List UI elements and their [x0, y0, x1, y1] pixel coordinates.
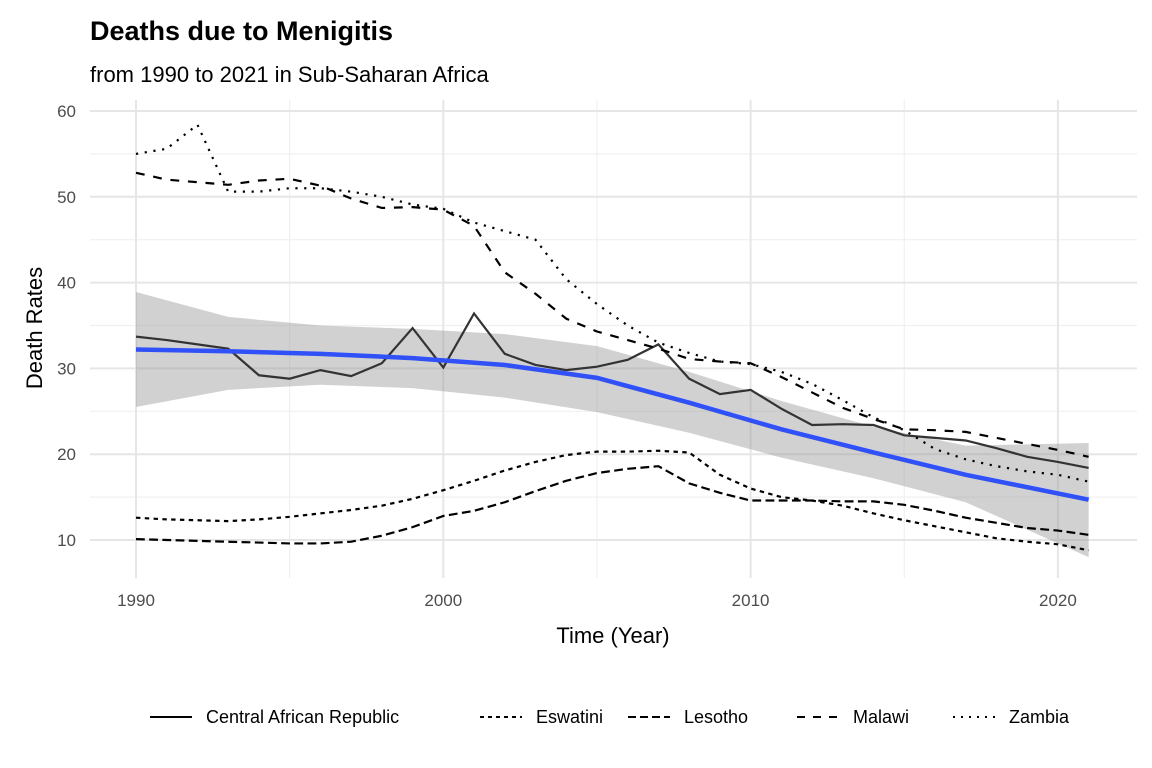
x-tick-label: 2010	[732, 591, 770, 610]
x-tick-label: 2000	[424, 591, 462, 610]
series-line-lesotho	[135, 465, 1089, 545]
y-tick-label: 30	[57, 359, 76, 378]
chart-title: Deaths due to Menigitis	[90, 16, 393, 46]
legend-label: Zambia	[1009, 707, 1070, 727]
legend-label: Malawi	[853, 707, 909, 727]
x-tick-label: 1990	[117, 591, 155, 610]
series-line-eswatini	[135, 449, 1089, 552]
legend-label: Lesotho	[684, 707, 748, 727]
y-tick-label: 20	[57, 445, 76, 464]
y-tick-label: 60	[57, 102, 76, 121]
y-tick-label: 40	[57, 274, 76, 293]
series-line-central-african-republic	[135, 311, 1089, 470]
series-line-zambia	[135, 123, 1089, 483]
chart-subtitle: from 1990 to 2021 in Sub-Saharan Africa	[90, 62, 489, 87]
y-axis-label: Death Rates	[22, 267, 47, 389]
y-tick-label: 10	[57, 531, 76, 550]
smooth-trend-line	[135, 347, 1090, 502]
x-tick-label: 2020	[1039, 591, 1077, 610]
legend-label: Central African Republic	[206, 707, 399, 727]
legend-label: Eswatini	[536, 707, 603, 727]
y-tick-label: 50	[57, 188, 76, 207]
series-line-malawi	[135, 171, 1089, 458]
x-axis-label: Time (Year)	[556, 623, 669, 648]
